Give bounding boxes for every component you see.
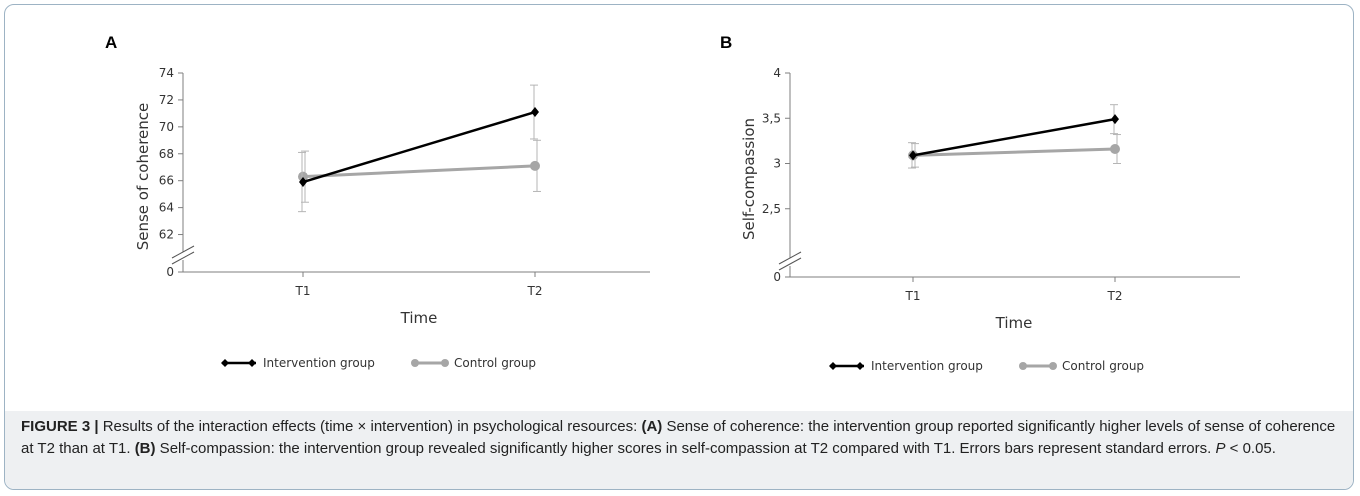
data-point [530,161,540,171]
x-axis-label: Time [995,314,1033,332]
series-intervention [908,105,1119,168]
caption-intro: Results of the interaction effects (time… [99,418,642,435]
chart-panel-a: A 0 62 64 66 68 70 72 74 T1 T2 Time Sense of coheren… [105,33,650,370]
y-tick-label: 72 [159,93,174,107]
y-tick-label: 70 [159,120,174,134]
y-tick-label: 68 [159,147,174,161]
caption-panel-a-label: (A) [641,418,662,435]
y-tick-label: 62 [159,228,174,242]
x-tick-label: T2 [527,284,543,298]
y-tick-label: 66 [159,174,174,188]
y-tick-label: 0 [166,265,174,279]
x-axis-label: Time [400,309,438,327]
legend: Intervention group Control group [221,356,536,370]
legend-swatch-marker [1019,362,1027,370]
legend-swatch-marker [221,359,229,367]
caption-p-text: < 0.05. [1225,440,1275,457]
y-tick-label: 3,5 [762,111,781,125]
legend-label: Intervention group [263,356,375,370]
y-tick-label: 3 [773,157,781,171]
caption-p-label: P [1215,440,1225,457]
y-tick-label: 0 [773,270,781,284]
legend-swatch-marker [441,359,449,367]
series-intervention [298,85,539,212]
legend-swatch-marker [856,362,864,370]
caption-panel-b-label: (B) [135,440,156,457]
y-tick-label: 74 [159,66,174,80]
data-point [1110,144,1120,154]
caption-panel-b-text: Self-compassion: the intervention group … [156,440,1216,457]
x-tick-label: T2 [1107,289,1123,303]
caption-figure-label: FIGURE 3 | [21,418,99,435]
x-tick-label: T1 [905,289,921,303]
legend-label: Control group [1062,359,1144,373]
y-tick-label: 4 [773,66,781,80]
y-axis-label: Sense of coherence [134,103,152,251]
legend-label: Intervention group [871,359,983,373]
legend: Intervention group Control group [829,359,1144,373]
y-axis-label: Self-compassion [740,118,758,240]
panel-label: A [105,33,117,52]
y-tick-label: 64 [159,201,174,215]
legend-label: Control group [454,356,536,370]
legend-swatch-marker [411,359,419,367]
figure-charts: A 0 62 64 66 68 70 72 74 T1 T2 Time Sense of coheren… [0,0,1360,406]
chart-panel-b: B 0 2,5 3 3,5 4 T1 T2 Time Self-compassion Interve… [720,33,1240,373]
figure-caption: FIGURE 3 | Results of the interaction ef… [21,416,1336,460]
data-point [1111,114,1119,124]
panel-label: B [720,33,732,52]
y-tick-label: 2,5 [762,202,781,216]
data-point [531,107,539,117]
legend-swatch-marker [829,362,837,370]
x-tick-label: T1 [295,284,311,298]
legend-swatch-marker [248,359,256,367]
legend-swatch-marker [1049,362,1057,370]
